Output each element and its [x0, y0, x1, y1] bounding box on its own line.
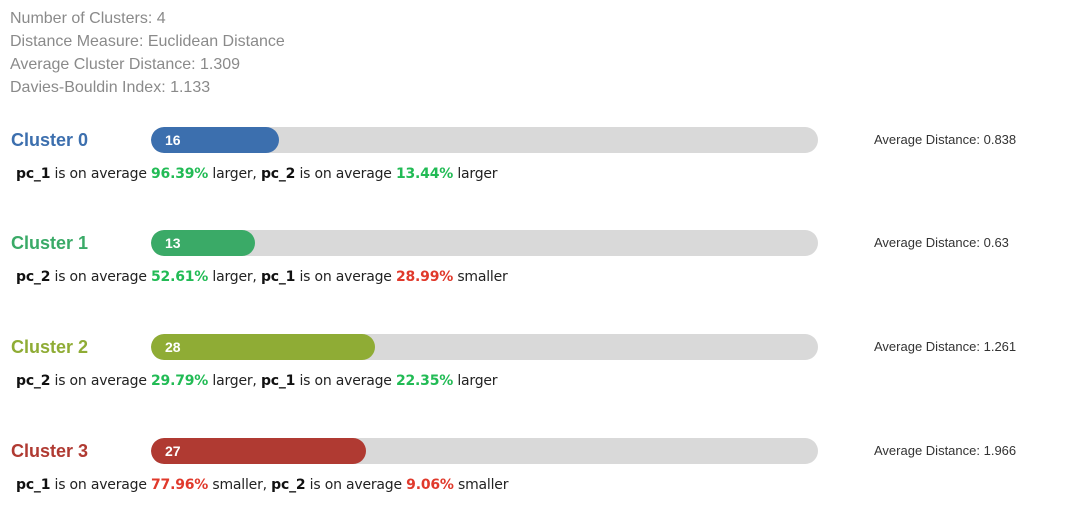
cluster-name: Cluster 0: [11, 130, 89, 150]
direction-text: larger: [453, 373, 498, 389]
cluster-size-bar-fill: 16: [151, 127, 279, 153]
feature-name: pc_1: [260, 373, 296, 389]
feature-name: pc_1: [260, 269, 296, 285]
feature-name: pc_2: [271, 477, 306, 493]
description-text: is on average: [50, 166, 152, 182]
direction-text: smaller: [453, 269, 508, 285]
percent-value: 52.61%: [151, 269, 209, 285]
cluster-size-bar-fill: 27: [151, 438, 366, 464]
cluster-size-bar: 16: [151, 127, 818, 153]
percent-value: 96.39%: [151, 166, 209, 182]
davies-bouldin-text: Davies-Bouldin Index: 1.133: [10, 79, 211, 96]
cluster-description: pc_1 is on average 77.96% smaller, pc_2 …: [16, 477, 508, 493]
cluster-average-distance: Average Distance: 1.261: [874, 339, 1017, 354]
direction-text: larger,: [208, 269, 261, 285]
cluster-row: Cluster 3 27 Average Distance: 1.966 pc_1 i…: [0, 437, 1072, 517]
percent-value: 77.96%: [151, 477, 209, 493]
percent-value: 29.79%: [151, 373, 209, 389]
num-clusters-text: Number of Clusters: 4: [10, 10, 166, 27]
description-text: is on average: [305, 477, 407, 493]
cluster-size-bar-fill: 13: [151, 230, 255, 256]
percent-value: 9.06%: [406, 477, 454, 493]
cluster-description: pc_2 is on average 29.79% larger, pc_1 i…: [16, 373, 498, 389]
cluster-name: Cluster 1: [11, 233, 89, 253]
percent-value: 13.44%: [395, 166, 454, 182]
description-text: is on average: [50, 269, 152, 285]
percent-value: 22.35%: [395, 373, 454, 389]
cluster-average-distance: Average Distance: 0.838: [874, 132, 1017, 147]
avg-cluster-distance-text: Average Cluster Distance: 1.309: [10, 56, 241, 73]
description-text: is on average: [295, 166, 396, 182]
cluster-description: pc_2 is on average 52.61% larger, pc_1 i…: [16, 269, 508, 285]
feature-name: pc_2: [16, 269, 51, 285]
feature-name: pc_2: [16, 373, 51, 389]
cluster-row: Cluster 2 28 Average Distance: 1.261 pc_2 i…: [0, 333, 1072, 413]
feature-name: pc_1: [16, 166, 51, 182]
description-text: is on average: [295, 373, 396, 389]
cluster-average-distance: Average Distance: 0.63: [874, 235, 1009, 250]
cluster-name: Cluster 3: [11, 441, 89, 461]
feature-name: pc_1: [16, 477, 51, 493]
direction-text: larger,: [208, 373, 261, 389]
cluster-summary: Number of Clusters: 4 Distance Measure: …: [10, 7, 285, 99]
direction-text: smaller: [453, 477, 509, 493]
cluster-row: Cluster 0 16 Average Distance: 0.838 pc_1 i…: [0, 126, 1072, 206]
cluster-size-bar: 27: [151, 438, 818, 464]
cluster-row: Cluster 1 13 Average Distance: 0.63 pc_2 is…: [0, 229, 1072, 309]
cluster-size-bar-fill: 28: [151, 334, 375, 360]
direction-text: larger: [453, 166, 498, 182]
cluster-size-bar: 28: [151, 334, 818, 360]
feature-name: pc_2: [260, 166, 296, 182]
cluster-name: Cluster 2: [11, 337, 89, 357]
direction-text: smaller,: [208, 477, 272, 493]
cluster-average-distance: Average Distance: 1.966: [874, 443, 1017, 458]
cluster-description: pc_1 is on average 96.39% larger, pc_2 i…: [16, 166, 498, 182]
description-text: is on average: [295, 269, 396, 285]
cluster-size-bar: 13: [151, 230, 818, 256]
distance-measure-text: Distance Measure: Euclidean Distance: [10, 33, 285, 50]
direction-text: larger,: [208, 166, 261, 182]
description-text: is on average: [50, 373, 152, 389]
description-text: is on average: [50, 477, 152, 493]
percent-value: 28.99%: [395, 269, 454, 285]
